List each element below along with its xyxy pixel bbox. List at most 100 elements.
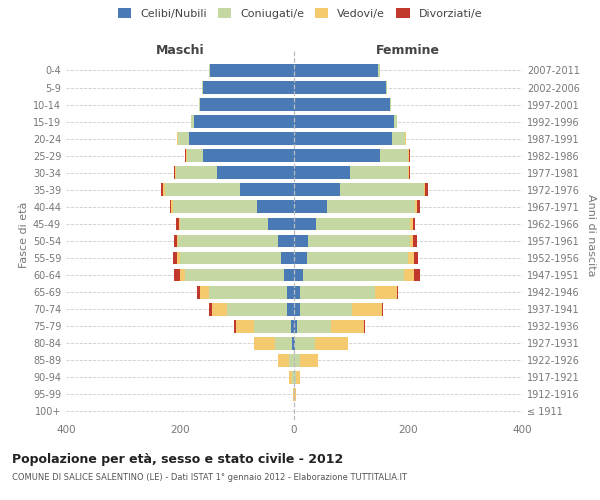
Bar bbox=[307, 252, 408, 264]
Text: COMUNE DI SALICE SALENTINO (LE) - Dati ISTAT 1° gennaio 2012 - Elaborazione TUTT: COMUNE DI SALICE SALENTINO (LE) - Dati I… bbox=[12, 472, 407, 482]
Bar bbox=[390, 98, 391, 111]
Bar bbox=[415, 200, 417, 213]
Bar bbox=[300, 354, 318, 366]
Bar bbox=[289, 371, 292, 384]
Bar bbox=[284, 268, 294, 281]
Y-axis label: Anni di nascita: Anni di nascita bbox=[586, 194, 596, 276]
Text: Popolazione per età, sesso e stato civile - 2012: Popolazione per età, sesso e stato civil… bbox=[12, 452, 343, 466]
Bar bbox=[291, 320, 294, 332]
Bar bbox=[300, 286, 375, 298]
Y-axis label: Fasce di età: Fasce di età bbox=[19, 202, 29, 268]
Bar bbox=[316, 218, 410, 230]
Bar bbox=[364, 320, 365, 332]
Bar bbox=[194, 115, 294, 128]
Bar bbox=[409, 166, 410, 179]
Bar bbox=[179, 218, 180, 230]
Bar bbox=[202, 81, 203, 94]
Bar bbox=[278, 354, 289, 366]
Bar bbox=[178, 132, 188, 145]
Bar bbox=[410, 234, 413, 248]
Bar bbox=[234, 320, 236, 332]
Bar bbox=[379, 64, 380, 77]
Bar bbox=[178, 234, 278, 248]
Bar bbox=[254, 320, 291, 332]
Bar bbox=[409, 150, 410, 162]
Bar bbox=[164, 184, 240, 196]
Bar bbox=[294, 388, 296, 401]
Bar bbox=[380, 150, 408, 162]
Bar bbox=[294, 200, 327, 213]
Bar bbox=[180, 252, 281, 264]
Bar bbox=[217, 166, 294, 179]
Bar bbox=[408, 150, 409, 162]
Bar bbox=[294, 166, 350, 179]
Bar bbox=[227, 303, 287, 316]
Bar bbox=[294, 234, 308, 248]
Bar bbox=[300, 303, 352, 316]
Bar bbox=[294, 115, 394, 128]
Bar bbox=[161, 184, 163, 196]
Bar bbox=[294, 98, 390, 111]
Bar bbox=[275, 337, 292, 349]
Bar bbox=[294, 371, 296, 384]
Bar bbox=[292, 371, 294, 384]
Bar bbox=[392, 132, 404, 145]
Bar bbox=[294, 320, 297, 332]
Bar bbox=[203, 150, 294, 162]
Bar bbox=[180, 218, 268, 230]
Bar bbox=[187, 150, 203, 162]
Bar bbox=[278, 234, 294, 248]
Bar bbox=[294, 150, 380, 162]
Bar bbox=[302, 268, 404, 281]
Bar bbox=[268, 218, 294, 230]
Bar bbox=[414, 268, 420, 281]
Legend: Celibi/Nubili, Coniugati/e, Vedovi/e, Divorziati/e: Celibi/Nubili, Coniugati/e, Vedovi/e, Di… bbox=[116, 6, 484, 21]
Bar bbox=[352, 303, 382, 316]
Bar bbox=[413, 218, 415, 230]
Bar bbox=[397, 286, 398, 298]
Bar bbox=[176, 166, 217, 179]
Bar bbox=[287, 286, 294, 298]
Bar bbox=[177, 252, 180, 264]
Bar bbox=[294, 81, 386, 94]
Bar bbox=[375, 286, 397, 298]
Bar bbox=[424, 184, 425, 196]
Bar bbox=[295, 337, 315, 349]
Bar bbox=[413, 234, 417, 248]
Bar bbox=[175, 166, 176, 179]
Bar bbox=[394, 115, 397, 128]
Bar bbox=[289, 354, 294, 366]
Bar bbox=[200, 286, 209, 298]
Bar bbox=[188, 132, 294, 145]
Bar bbox=[287, 303, 294, 316]
Bar bbox=[293, 388, 294, 401]
Bar bbox=[209, 286, 287, 298]
Bar bbox=[236, 320, 254, 332]
Bar bbox=[417, 200, 420, 213]
Bar bbox=[180, 268, 185, 281]
Bar bbox=[414, 252, 418, 264]
Bar bbox=[191, 115, 194, 128]
Bar bbox=[410, 218, 413, 230]
Bar bbox=[209, 303, 212, 316]
Bar bbox=[257, 200, 294, 213]
Bar bbox=[254, 337, 275, 349]
Bar bbox=[170, 200, 172, 213]
Bar bbox=[203, 81, 294, 94]
Bar bbox=[185, 268, 284, 281]
Bar bbox=[173, 200, 257, 213]
Bar bbox=[240, 184, 294, 196]
Bar bbox=[327, 200, 415, 213]
Bar bbox=[294, 184, 340, 196]
Bar bbox=[382, 303, 383, 316]
Bar bbox=[294, 252, 307, 264]
Bar bbox=[172, 200, 173, 213]
Bar bbox=[404, 132, 406, 145]
Bar bbox=[294, 132, 392, 145]
Bar bbox=[175, 268, 180, 281]
Bar bbox=[386, 81, 388, 94]
Bar bbox=[294, 268, 302, 281]
Bar bbox=[163, 184, 164, 196]
Bar bbox=[296, 371, 300, 384]
Bar bbox=[425, 184, 428, 196]
